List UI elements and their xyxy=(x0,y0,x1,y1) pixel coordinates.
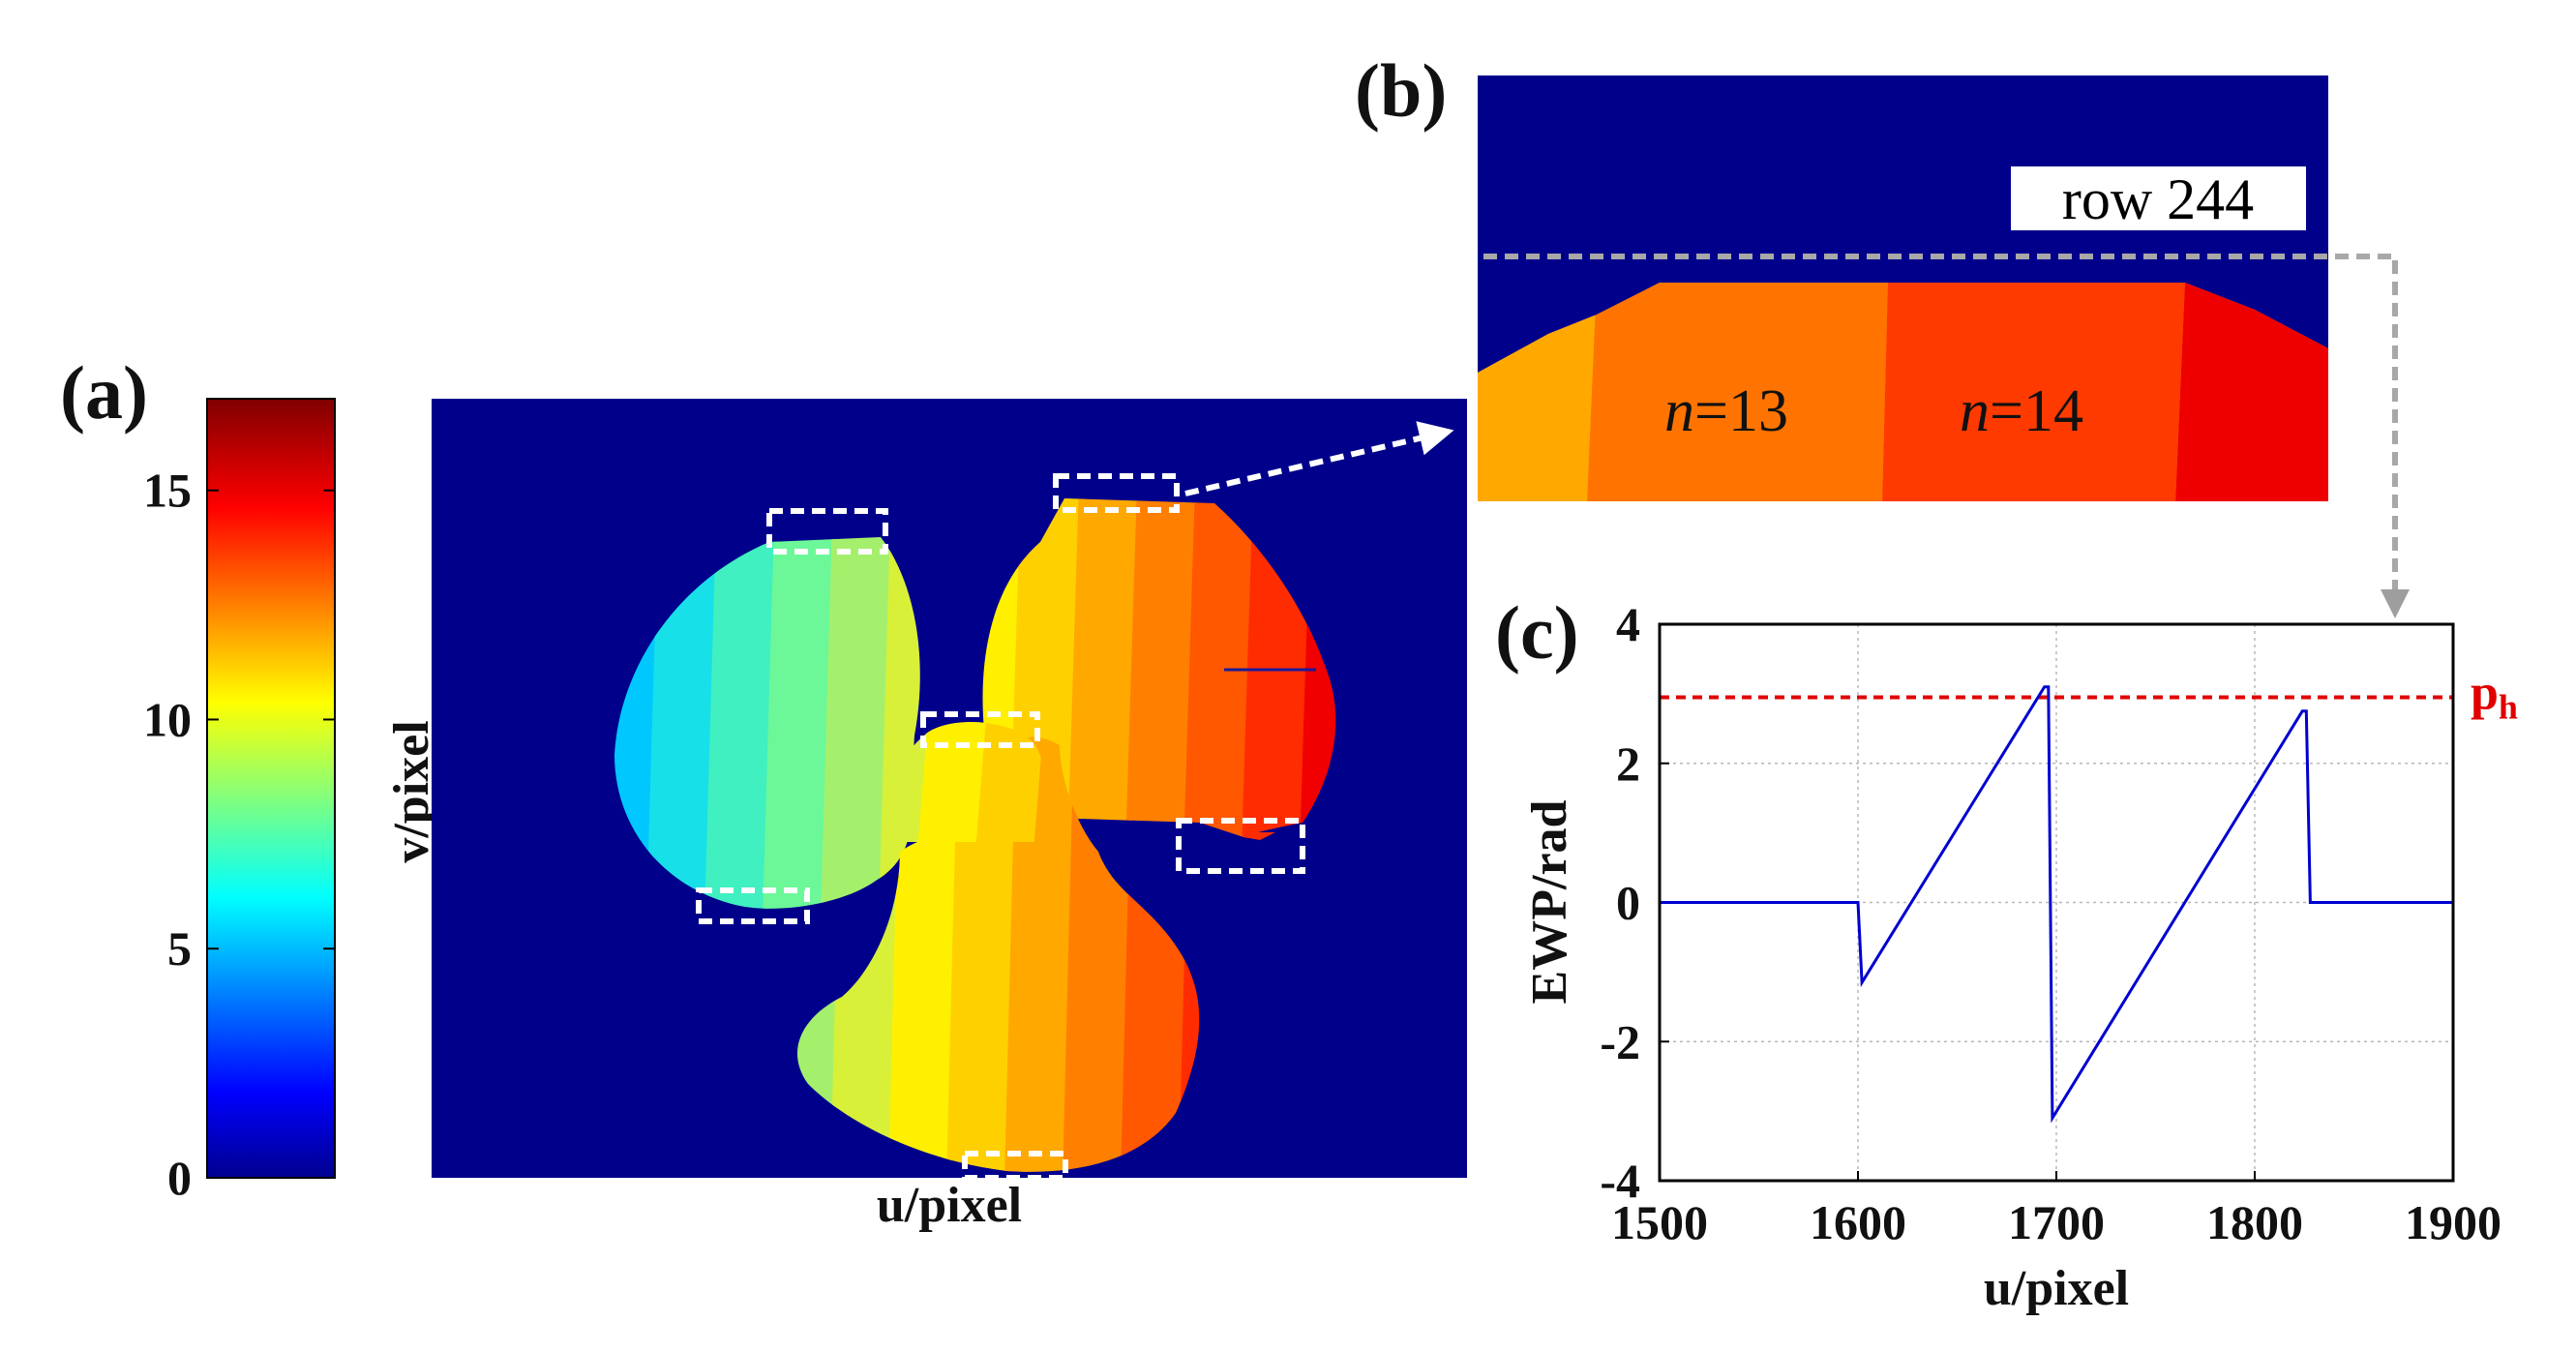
zoomed-region: row 244 n=13 n=14 xyxy=(1478,75,2410,618)
panel-a-xlabel: u/pixel xyxy=(877,1178,1022,1233)
fringe-stripe xyxy=(1067,498,1143,840)
region-box-hub xyxy=(920,711,1040,748)
region-boxes xyxy=(696,473,1305,1181)
row-244-guide-arrow xyxy=(1483,254,2410,618)
ewp-line-chart: 1500 1600 1700 1800 1900 4 2 0 -2 -4 ph EWP/rad u… xyxy=(1522,597,2518,1316)
fringe-label-14: n=14 xyxy=(1960,378,2083,444)
y-tick-label: -2 xyxy=(1600,1014,1640,1068)
x-tick-label: 1900 xyxy=(2405,1195,2501,1249)
y-tick-label: 4 xyxy=(1616,597,1640,651)
ewp-series-line xyxy=(1660,685,2453,1124)
y-tick-label: 0 xyxy=(1616,876,1640,930)
x-tick-label: 1700 xyxy=(2008,1195,2105,1249)
chart-plot-frame xyxy=(1658,622,2455,1183)
zoom-fringe-band xyxy=(2175,283,2328,501)
x-tick-label: 1800 xyxy=(2206,1195,2303,1249)
x-tick-label: 1500 xyxy=(1611,1195,1708,1249)
chart-ticks: 1500 1600 1700 1800 1900 4 2 0 -2 -4 xyxy=(1600,597,2501,1249)
fringe-label-13: n=13 xyxy=(1664,378,1788,444)
chart-ylabel: EWP/rad xyxy=(1522,799,1577,1004)
zoom-fringe-band xyxy=(1882,283,2185,501)
ph-label: ph xyxy=(2471,665,2518,726)
colorbar-tick-label: 10 xyxy=(143,692,192,746)
region-box-right-tip xyxy=(1176,818,1305,874)
fringe-stripe xyxy=(1125,498,1201,840)
colorbar: 0 5 10 15 xyxy=(143,398,336,1205)
colorbar-gradient xyxy=(206,398,336,1179)
region-box-left-tip xyxy=(696,887,810,924)
region-box-top-right xyxy=(1053,473,1180,513)
y-tick-label: -4 xyxy=(1600,1154,1640,1208)
y-tick-label: 2 xyxy=(1616,736,1640,791)
region-box-bottom xyxy=(962,1151,1068,1181)
colorbar-ticks: 0 5 10 15 xyxy=(143,464,335,1205)
row-label-box xyxy=(2011,166,2306,230)
chart-xlabel: u/pixel xyxy=(1984,1261,2129,1316)
colorbar-tick-label: 5 xyxy=(167,921,192,976)
wrapped-phase-map xyxy=(432,399,1467,1181)
fringe-stripe xyxy=(763,537,838,909)
colorbar-tick-label: 15 xyxy=(143,464,192,518)
fringe-stripe xyxy=(821,537,896,909)
row-label: row 244 xyxy=(2062,167,2254,231)
zoom-fringe-band xyxy=(1587,283,1888,501)
panel-a-label: (a) xyxy=(60,350,148,435)
fringe-stripe xyxy=(1183,498,1259,840)
region-box-top-left xyxy=(766,508,888,555)
panel-a-ylabel: v/pixel xyxy=(384,720,439,862)
fringe-stripe xyxy=(704,537,780,909)
x-tick-label: 1600 xyxy=(1810,1195,1906,1249)
zoom-arrow xyxy=(1184,421,1454,496)
panel-c-label: (c) xyxy=(1495,590,1579,675)
colorbar-tick-label: 0 xyxy=(167,1151,192,1205)
panel-b-label: (b) xyxy=(1355,48,1447,133)
